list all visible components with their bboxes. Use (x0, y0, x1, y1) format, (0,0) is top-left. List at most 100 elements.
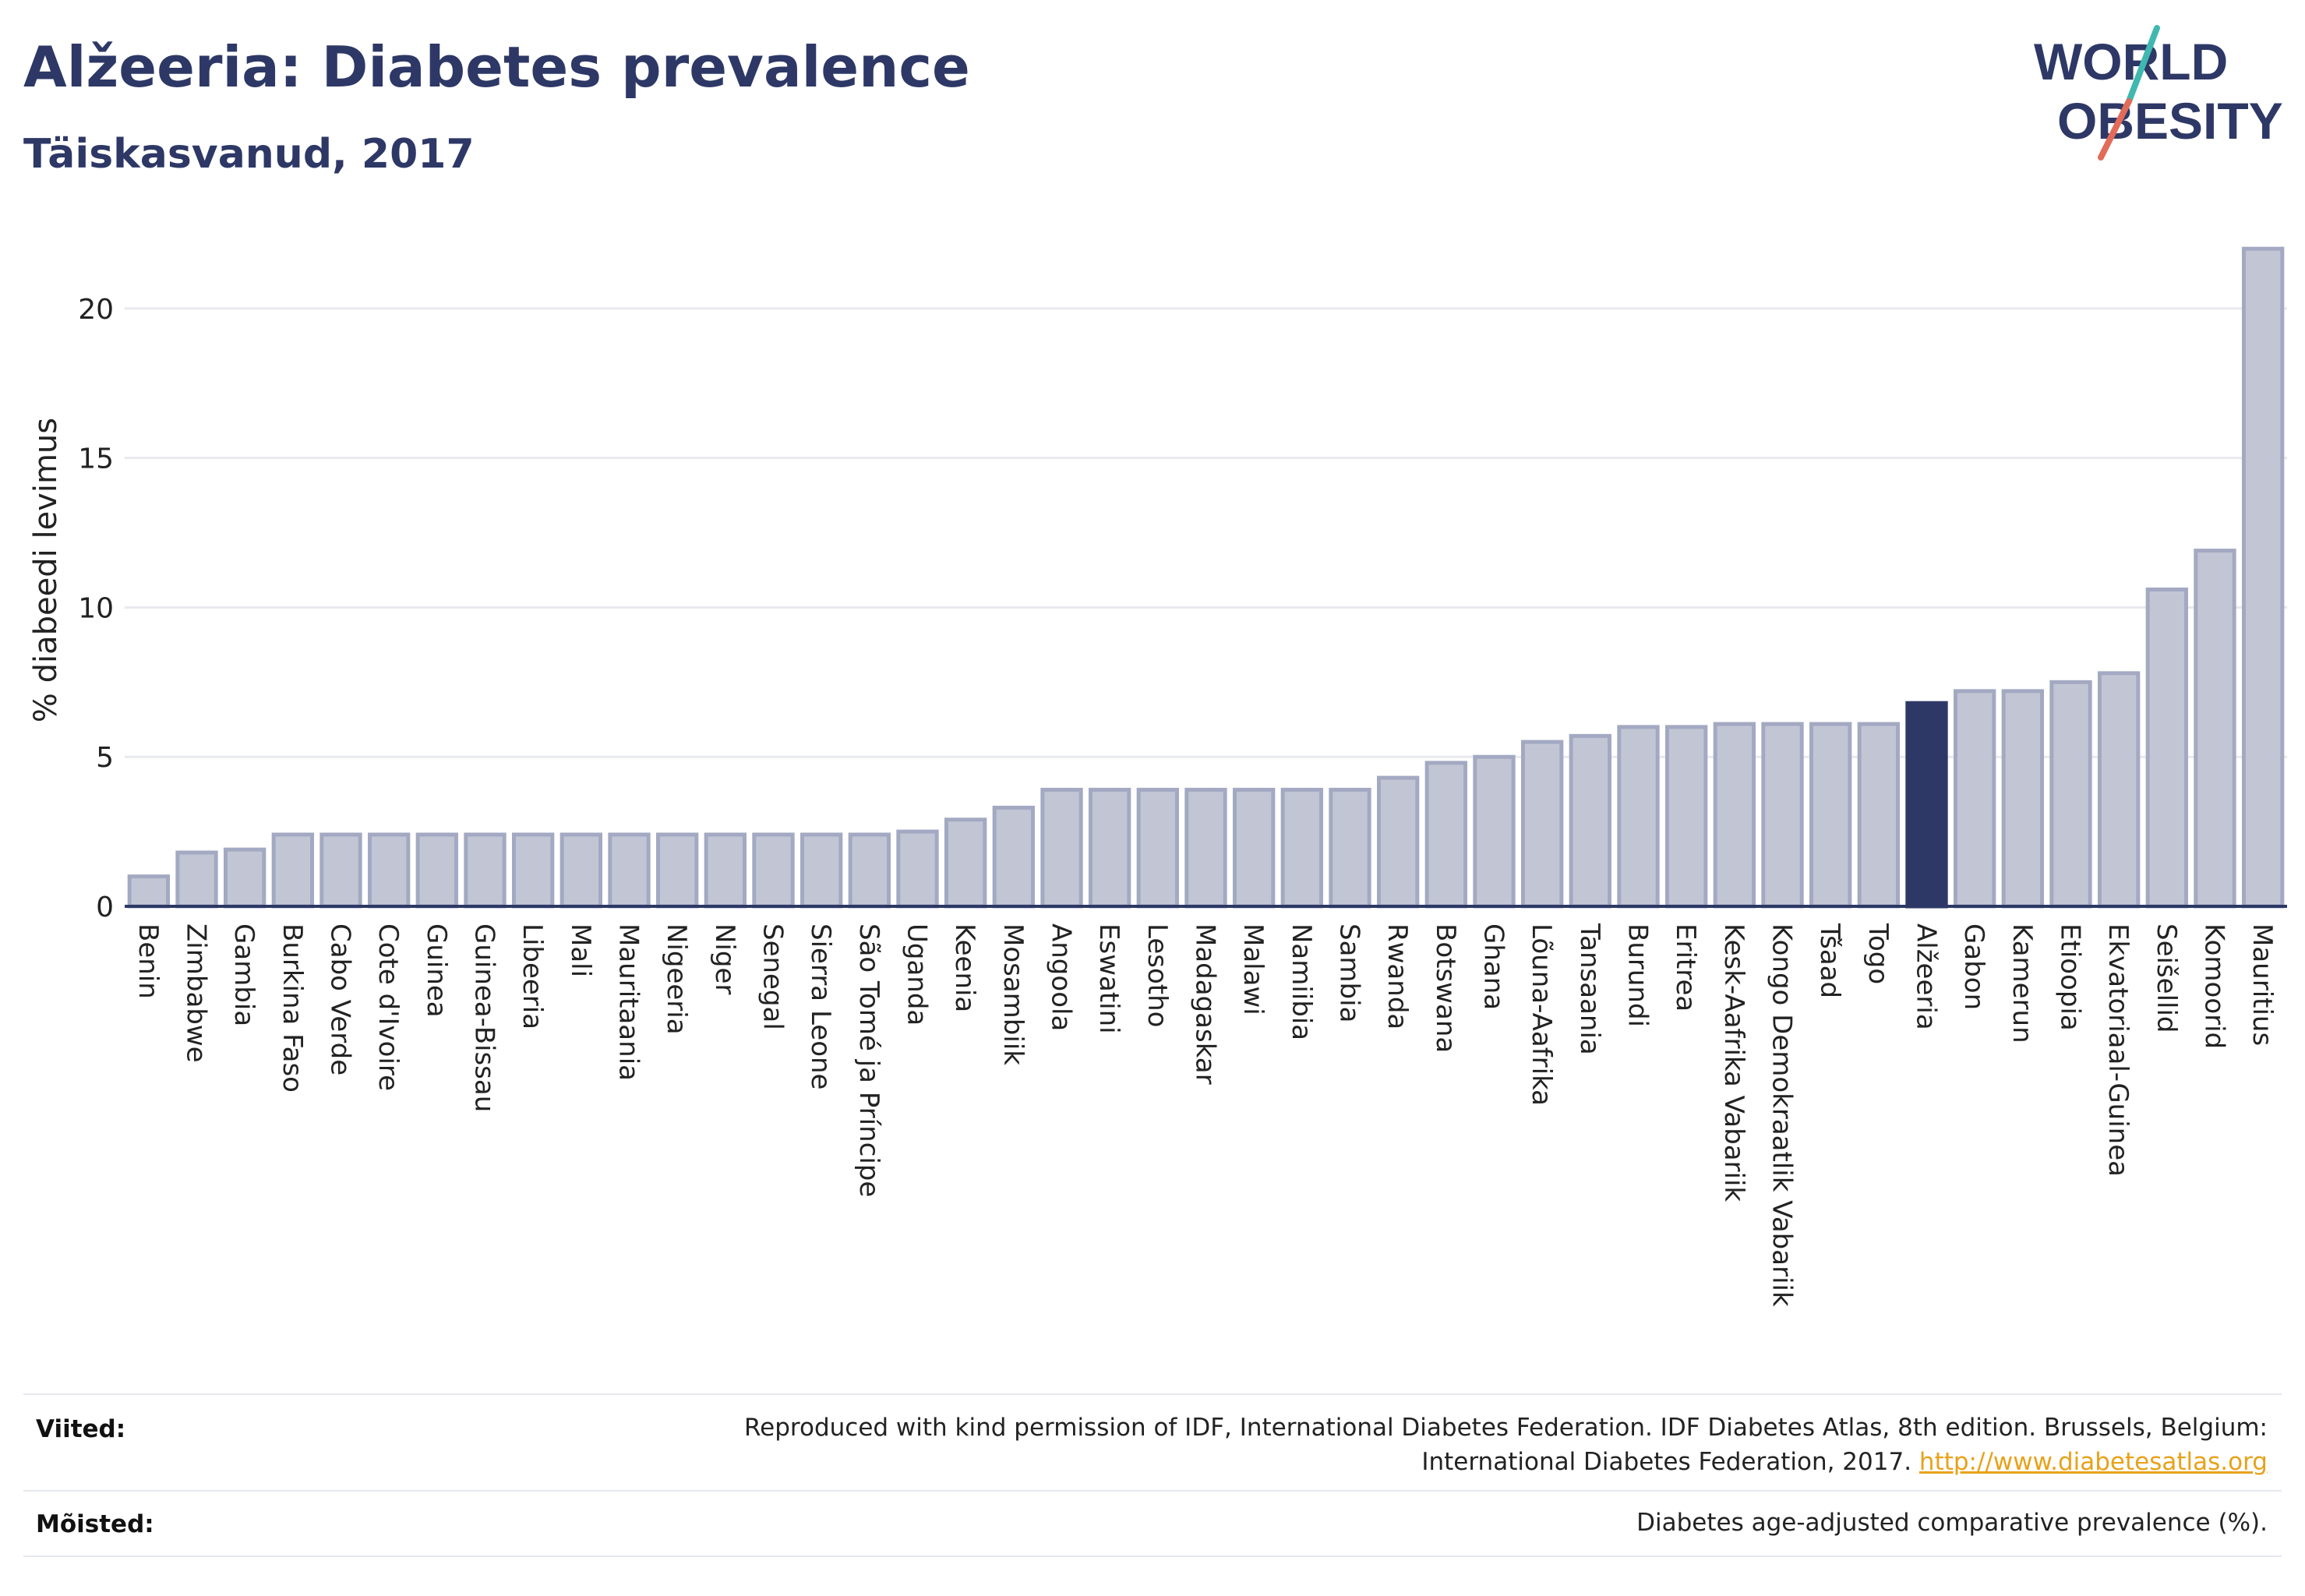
x-tick-label: Botswana (1430, 923, 1461, 1053)
bar (944, 817, 987, 909)
bar (1424, 761, 1467, 909)
x-tick-label: Gabon (1958, 923, 1989, 1010)
x-tick-label: Angoola (1046, 923, 1077, 1031)
y-tick-label: 5 (96, 742, 114, 774)
x-tick-label: Burkina Faso (277, 923, 308, 1093)
x-tick-label: Tšaad (1814, 923, 1845, 998)
bar (1809, 722, 1852, 909)
x-tick-label: Madagaskar (1190, 923, 1221, 1085)
bar (1184, 787, 1227, 909)
x-tick-label: Guinea (421, 923, 452, 1018)
bar (1954, 689, 1996, 909)
x-tick-label: Rwanda (1382, 923, 1413, 1029)
bar (1329, 787, 1371, 909)
bar (1473, 754, 1516, 909)
x-tick-label: Keenia (949, 923, 980, 1012)
bar (2049, 680, 2092, 909)
y-tick-label: 10 (78, 592, 114, 624)
bar-layer (127, 246, 2285, 909)
bar (1617, 725, 1660, 909)
axis-layer: 0 5 10 15 20 % diabeedi levimus (28, 294, 2287, 923)
x-tick-label: Mauritius (2247, 923, 2278, 1046)
bar (1713, 722, 1756, 909)
bar-chart: 0 5 10 15 20 % diabeedi levimus Benin Zimbabwe… (28, 246, 2287, 1307)
bar (512, 832, 555, 909)
y-tick-label: 15 (78, 443, 114, 475)
x-tick-label: Lesotho (1142, 923, 1173, 1027)
x-tick-label: Tansaania (1574, 923, 1605, 1055)
bar (464, 832, 507, 909)
x-tick-label: Togo (1862, 923, 1894, 984)
bar (1280, 787, 1323, 909)
x-tick-label: Niger (709, 923, 740, 994)
bar (2194, 549, 2236, 909)
sources-line2: International Diabetes Federation, 2017. (1421, 1448, 1912, 1476)
bar (656, 832, 699, 909)
x-tick-label: Mali (565, 923, 596, 977)
x-tick-label: Etioopia (2055, 923, 2086, 1031)
definitions-text: Diabetes age-adjusted comparative preval… (1636, 1509, 2268, 1537)
logo-line2: OBESITY (2057, 92, 2283, 150)
sources-label: Viited: (36, 1415, 126, 1443)
bar (992, 805, 1035, 909)
x-tick-label: Seišellid (2151, 923, 2182, 1033)
sources-link[interactable]: http://www.diabetesatlas.org (1918, 1448, 2268, 1476)
x-tick-label: Kamerun (2007, 923, 2038, 1043)
y-tick-label: 20 (78, 294, 114, 326)
bar (415, 832, 459, 909)
bar (2098, 671, 2141, 909)
bar (2001, 689, 2045, 909)
bar (368, 832, 411, 909)
logo-slash-top (2126, 25, 2160, 104)
bar (1377, 775, 1420, 909)
sources-line1: Reproduced with kind permission of IDF, … (744, 1414, 2268, 1442)
x-tick-label: Sierra Leone (805, 923, 836, 1089)
bar (2242, 246, 2285, 909)
bar (608, 832, 651, 909)
bar (271, 832, 314, 909)
x-tick-label: Guinea-Bissau (469, 923, 500, 1112)
bar (1761, 722, 1804, 909)
x-tick-label: Ghana (1478, 923, 1509, 1010)
x-tick-label: Senegal (757, 923, 789, 1030)
bar (127, 874, 171, 909)
bar (1521, 740, 1564, 909)
logo-slash-bottom (2098, 98, 2132, 161)
x-tick-label: Uganda (902, 923, 933, 1026)
x-tick-label: Cabo Verde (325, 923, 356, 1075)
x-tick-label: Lõuna-Aafrika (1526, 923, 1557, 1106)
footer-rule-top (23, 1393, 2282, 1395)
logo-line1: WORLD (2034, 33, 2228, 90)
chart-title: Alžeeria: Diabetes prevalence (23, 34, 970, 100)
y-tick-label: 0 (96, 892, 114, 923)
bar (1233, 787, 1276, 909)
bar (800, 832, 843, 909)
bar (896, 829, 939, 909)
bar (1857, 722, 1901, 909)
footer-rule-bottom (23, 1555, 2282, 1557)
x-tick-label: Benin (132, 923, 164, 999)
x-tick-label: Kesk-Aafrika Vabariik (1718, 923, 1749, 1202)
bar (1040, 787, 1083, 909)
label-layer: Benin Zimbabwe Gambia Burkina Faso Cabo Verd… (132, 923, 2278, 1307)
x-tick-label: Eswatini (1093, 923, 1124, 1034)
x-tick-label: Sambia (1334, 923, 1365, 1022)
bar (848, 832, 891, 909)
x-tick-label: Mosambiik (997, 923, 1029, 1065)
bar (175, 850, 218, 909)
x-tick-label: Komoorid (2199, 923, 2230, 1049)
sources-section: Viited: Reproduced with kind permission … (23, 1393, 2282, 1490)
x-tick-label: Cote d'Ivoire (372, 923, 404, 1091)
x-tick-label: Libeeria (517, 923, 548, 1029)
world-obesity-logo: WORLD OBESITY (2034, 25, 2283, 161)
footer-rule-middle (23, 1490, 2282, 1492)
bar-highlight (1905, 701, 1948, 909)
x-tick-label: Ekvatoriaal-Guinea (2102, 923, 2134, 1177)
bar (704, 832, 747, 909)
y-axis-label: % diabeedi levimus (28, 418, 64, 722)
bar (1136, 787, 1179, 909)
bar (1665, 725, 1708, 909)
bar (2145, 587, 2189, 909)
x-tick-label: Namiibia (1286, 923, 1317, 1040)
x-tick-label: Gambia (228, 923, 259, 1026)
